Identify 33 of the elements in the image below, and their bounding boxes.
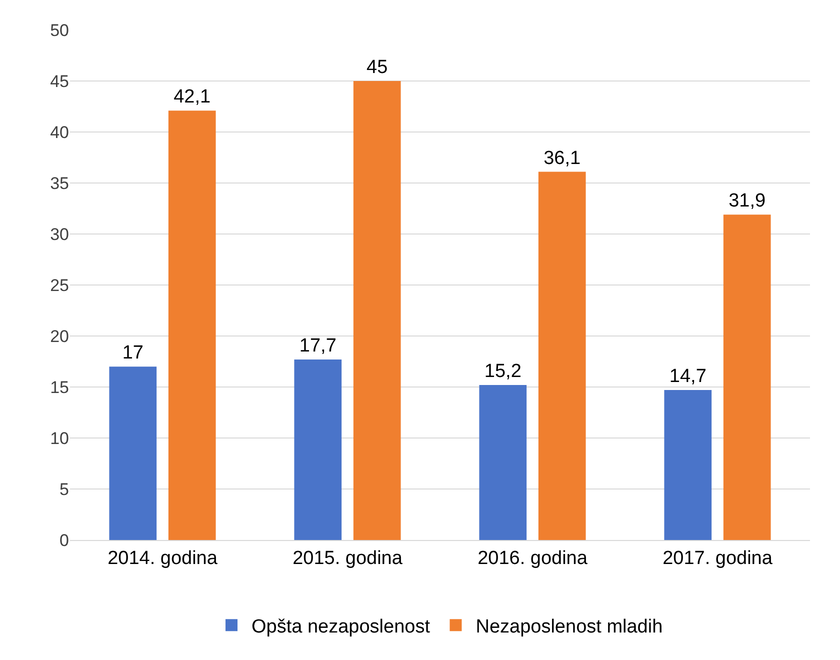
data-label: 14,7 [669,366,706,388]
bar [353,81,401,540]
data-label: 45 [366,57,388,78]
y-tick-label: 15 [50,378,69,397]
data-label: 42,1 [174,86,211,108]
y-tick-label: 30 [50,224,69,244]
legend-label: Opšta nezaposlenost [252,616,431,638]
bar [109,366,157,540]
y-tick-label: 45 [50,72,69,91]
data-label: 31,9 [728,190,766,212]
y-tick-label: 35 [50,174,69,193]
bar [294,359,342,540]
y-tick-label: 20 [50,326,69,346]
data-label: 17 [122,342,144,364]
y-tick-label: 0 [60,530,69,550]
data-label: 15,2 [484,360,522,382]
bar [479,384,527,540]
x-tick-label: 2014. godina [108,548,218,569]
x-tick-label: 2015. godina [292,548,403,569]
y-tick-label: 50 [50,20,69,40]
bar [168,110,216,540]
bar [723,214,771,540]
bar [664,390,712,540]
bar [538,172,586,540]
y-tick-label: 40 [50,122,69,142]
x-tick-label: 2017. godina [662,548,773,569]
legend-label: Nezaposlenost mladih [476,616,663,638]
data-label: 17,7 [299,335,336,356]
y-tick-label: 5 [60,480,69,499]
data-label: 36,1 [544,148,581,169]
x-tick-label: 2016. godina [478,548,588,569]
y-tick-label: 25 [50,276,69,295]
y-tick-label: 10 [50,428,69,448]
